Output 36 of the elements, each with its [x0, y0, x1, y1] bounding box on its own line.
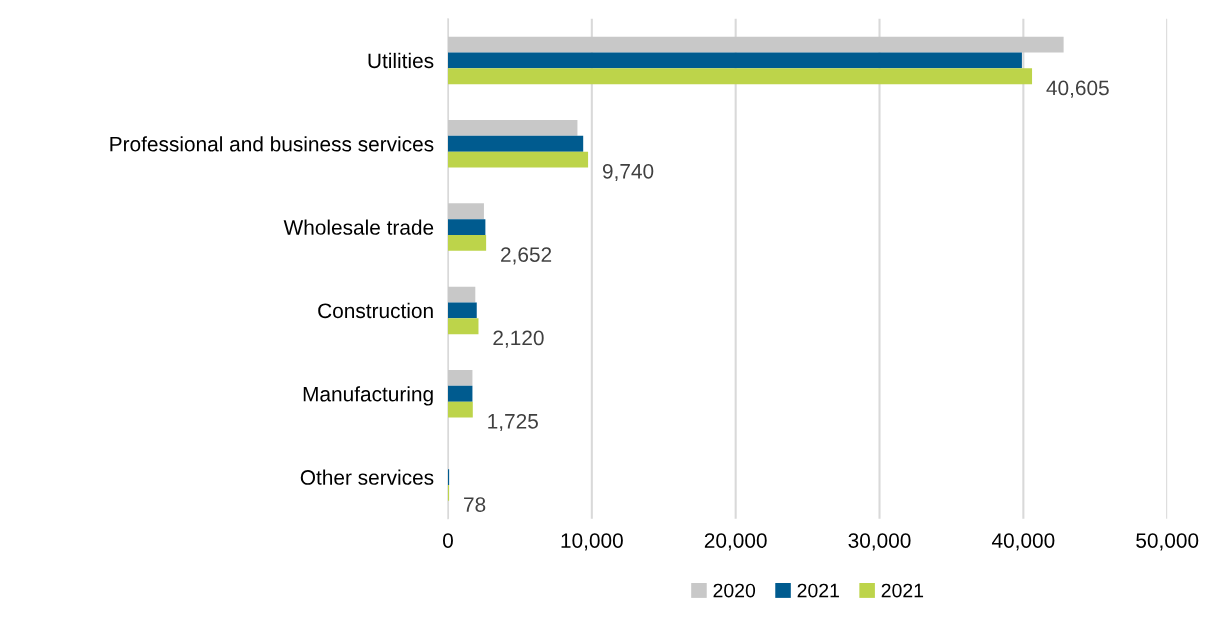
bar [447, 235, 487, 251]
bar [447, 203, 484, 220]
bar [447, 68, 1033, 85]
legend-label: 2020 [713, 583, 756, 598]
bar [447, 318, 479, 335]
bar [447, 219, 486, 235]
x-tick-label: 30,000 [848, 533, 911, 551]
y-tick-label: Construction [318, 302, 433, 319]
data-label: 1,725 [488, 413, 538, 432]
bar [447, 401, 473, 418]
x-tick-label: 50,000 [1136, 533, 1199, 551]
y-tick-label: Utilities [368, 52, 434, 69]
x-tick-label: 20,000 [704, 533, 767, 551]
y-tick-label: Other services [300, 469, 434, 485]
x-tick-label: 10,000 [561, 533, 623, 551]
y-tick-label: Wholesale trade [283, 219, 434, 235]
bar [447, 370, 473, 386]
data-label: 40,605 [1046, 80, 1109, 98]
data-label: 78 [464, 497, 486, 512]
bar [447, 385, 473, 402]
data-label: 2,652 [501, 247, 552, 265]
bar [447, 286, 476, 303]
legend-label: 2021 [881, 583, 924, 598]
bar [447, 151, 589, 168]
bar [447, 36, 1064, 53]
bar [447, 135, 584, 152]
x-tick-label: 40,000 [991, 533, 1055, 551]
x-tick-label: 0 [443, 533, 453, 548]
data-label: 9,740 [602, 163, 654, 182]
y-tick-label: Professional and business services [110, 136, 434, 152]
bar [447, 302, 477, 319]
data-label: 2,120 [493, 330, 544, 348]
y-tick-label: Manufacturing [303, 386, 433, 406]
bar [447, 52, 1022, 69]
legend-label: 2021 [797, 583, 839, 598]
bar [447, 120, 578, 136]
